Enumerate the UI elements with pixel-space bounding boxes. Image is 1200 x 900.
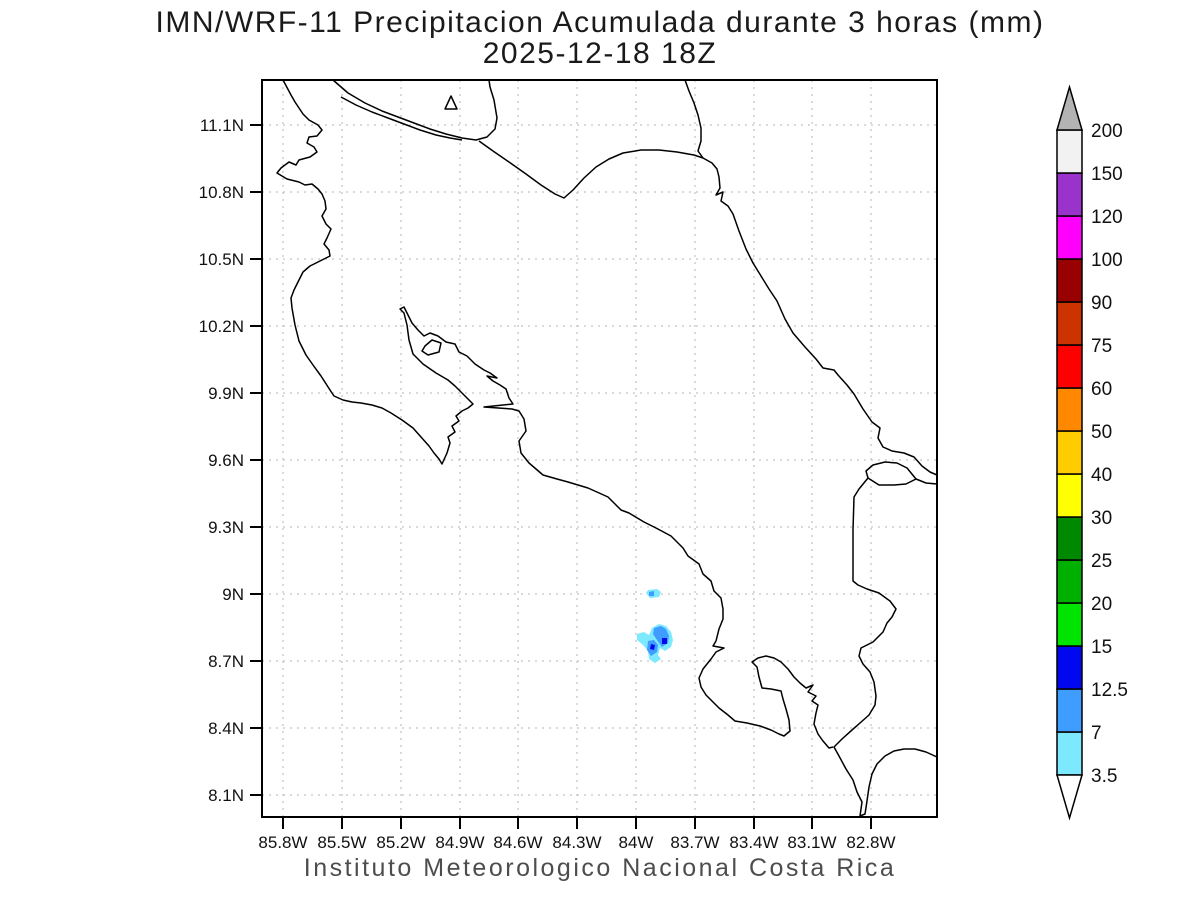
lake-nicaragua-south-shore <box>340 96 463 141</box>
colorbar-label: 75 <box>1091 336 1112 357</box>
grid-lines <box>262 80 937 817</box>
colorbar-extend-above-arrow <box>1056 84 1083 131</box>
isla-chira <box>421 339 442 356</box>
y-tick-label: 10.5N <box>199 250 244 269</box>
colorbar-label: 25 <box>1091 551 1112 572</box>
precip-cell-12.5-15mm <box>662 638 667 644</box>
y-tick-label: 8.7N <box>208 652 244 671</box>
pacific-coastline <box>276 79 834 749</box>
lake-nicaragua-shore <box>332 79 498 141</box>
x-tick-label: 85.8W <box>258 833 307 852</box>
y-tick-label: 9N <box>222 585 244 604</box>
x-tick-label: 84.3W <box>552 833 601 852</box>
colorbar: 3.5 7 12.5 15 20 25 30 40 50 60 75 90 100 120 150 200 <box>1056 84 1128 821</box>
axis-ticks <box>250 124 872 829</box>
colorbar-label: 150 <box>1091 164 1123 185</box>
colorbar-segment-50 <box>1056 387 1083 432</box>
colorbar-label: 50 <box>1091 422 1112 443</box>
y-tick-label: 9.9N <box>208 384 244 403</box>
y-tick-label: 9.6N <box>208 451 244 470</box>
colorbar-segment-12.5 <box>1056 645 1083 690</box>
x-tick-label: 85.5W <box>317 833 366 852</box>
colorbar-label: 30 <box>1091 508 1112 529</box>
colorbar-label: 200 <box>1091 121 1123 142</box>
colorbar-segment-100 <box>1056 215 1083 260</box>
colorbar-label: 15 <box>1091 637 1112 658</box>
colorbar-segment-60 <box>1056 344 1083 389</box>
map-valid-time: 2025-12-18 18Z <box>483 37 718 70</box>
colorbar-label: 40 <box>1091 465 1112 486</box>
colorbar-segment-30 <box>1056 473 1083 518</box>
precip-cell-7-12.5mm <box>649 591 654 596</box>
y-tick-label: 10.8N <box>199 183 244 202</box>
y-tick-label: 10.2N <box>199 317 244 336</box>
colorbar-segment-120 <box>1056 172 1083 217</box>
colorbar-segment-20 <box>1056 559 1083 604</box>
x-tick-label: 85.2W <box>376 833 425 852</box>
colorbar-segment-25 <box>1056 516 1083 561</box>
y-tick-label: 9.3N <box>208 518 244 537</box>
coastline-layer <box>276 79 938 817</box>
colorbar-label: 90 <box>1091 293 1112 314</box>
y-tick-label: 11.1N <box>200 116 244 135</box>
precipitation-cells-layer <box>637 589 673 663</box>
x-tick-label: 84.6W <box>493 833 542 852</box>
colorbar-segment-15 <box>1056 602 1083 647</box>
colorbar-extend-below-arrow <box>1056 774 1083 821</box>
x-tick-label: 83.7W <box>670 833 719 852</box>
colorbar-label: 3.5 <box>1091 766 1117 787</box>
precip-cell-12.5-15mm <box>650 644 655 650</box>
chiriqui-lagoon <box>865 461 938 486</box>
map-title: IMN/WRF-11 Precipitacion Acumulada duran… <box>156 6 1045 39</box>
san-juan-border-line <box>478 140 704 199</box>
colorbar-segment-7 <box>1056 688 1083 733</box>
colorbar-label: 7 <box>1091 723 1102 744</box>
y-axis-labels: 11.1N 10.8N 10.5N 10.2N 9.9N 9.6N 9.3N 9N 8.7N 8.… <box>199 116 244 805</box>
plot-frame <box>261 79 938 818</box>
caribbean-coastline <box>684 79 938 476</box>
colorbar-label: 20 <box>1091 594 1112 615</box>
colorbar-label: 100 <box>1091 250 1123 271</box>
x-tick-label: 82.8W <box>846 833 895 852</box>
institution-caption: Instituto Meteorologico Nacional Costa R… <box>304 854 896 882</box>
x-tick-label: 83.4W <box>729 833 778 852</box>
y-tick-label: 8.1N <box>208 786 244 805</box>
y-tick-label: 8.4N <box>208 719 244 738</box>
colorbar-segment-3.5 <box>1056 731 1083 776</box>
x-axis-labels: 85.8W 85.5W 85.2W 84.9W 84.6W 84.3W 84W 83.7W 83… <box>258 833 895 852</box>
colorbar-label: 120 <box>1091 207 1123 228</box>
burica-peninsula-coast <box>833 477 938 817</box>
x-tick-label: 84.9W <box>435 833 484 852</box>
x-tick-label: 84W <box>619 833 654 852</box>
colorbar-segment-90 <box>1056 258 1083 303</box>
colorbar-label: 60 <box>1091 379 1112 400</box>
colorbar-segment-40 <box>1056 430 1083 475</box>
colorbar-segment-150 <box>1056 129 1083 174</box>
colorbar-segment-75 <box>1056 301 1083 346</box>
x-tick-label: 83.1W <box>787 833 836 852</box>
ometepe-island <box>444 95 458 110</box>
colorbar-label: 12.5 <box>1091 680 1128 701</box>
